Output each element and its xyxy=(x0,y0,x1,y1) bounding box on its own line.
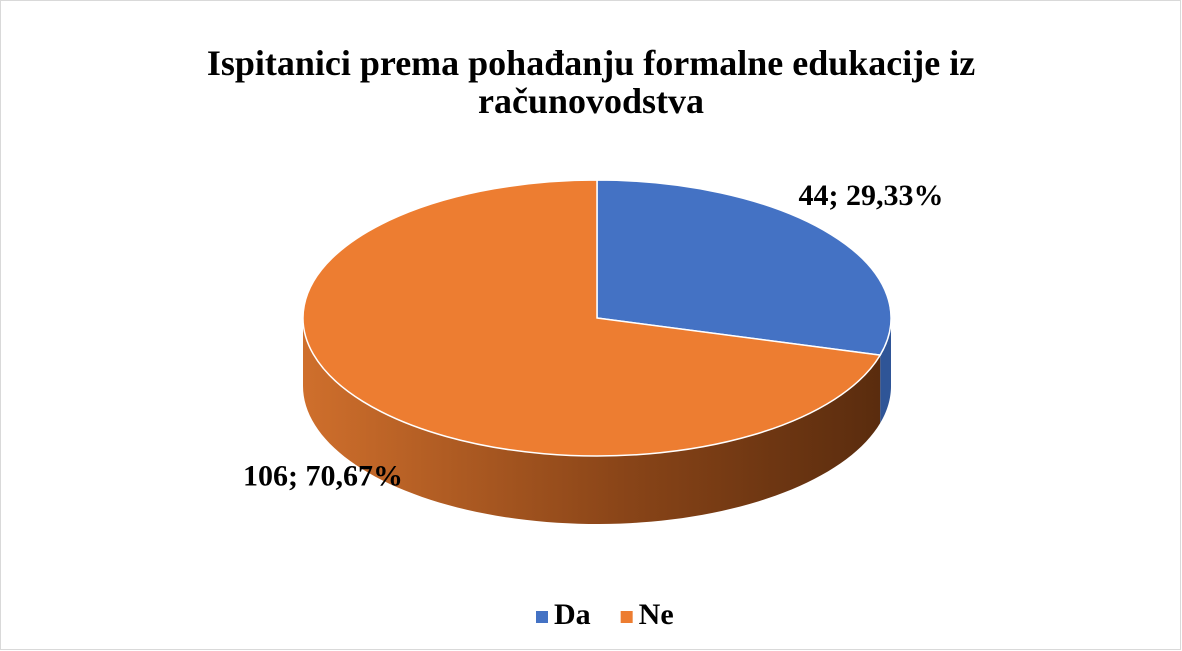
slice-side xyxy=(880,318,891,424)
data-label: 44; 29,33% xyxy=(799,179,944,212)
data-label: 106; 70,67% xyxy=(243,459,403,492)
slice-side xyxy=(303,318,881,524)
slice xyxy=(302,179,882,457)
legend-swatch xyxy=(536,611,548,623)
legend-label: Ne xyxy=(639,598,674,631)
slice xyxy=(596,179,892,356)
chart-title: Ispitanici prema pohađanju formalne eduk… xyxy=(206,43,976,121)
legend-label: Da xyxy=(554,598,591,631)
legend-swatch xyxy=(620,611,633,623)
